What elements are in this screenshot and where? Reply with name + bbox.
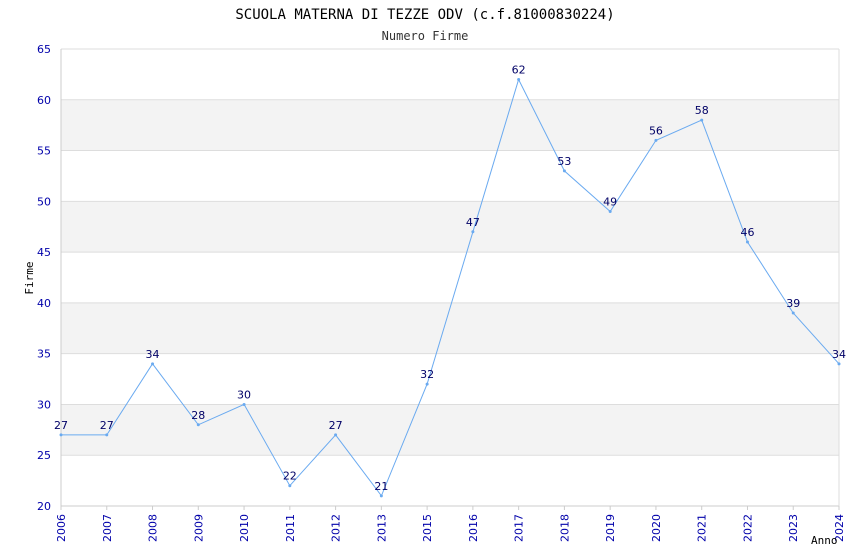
- x-tick-label: 2012: [330, 514, 343, 542]
- background-bands: [61, 99, 839, 456]
- data-point: [700, 118, 704, 122]
- data-label: 58: [695, 104, 709, 117]
- data-label: 30: [237, 388, 251, 401]
- band-45-50: [61, 201, 839, 253]
- data-point: [837, 362, 841, 366]
- y-tick-label: 35: [37, 348, 51, 361]
- data-label: 22: [283, 470, 297, 483]
- data-label: 46: [740, 226, 754, 239]
- data-point: [425, 382, 429, 386]
- band-55-60: [61, 99, 839, 151]
- data-point: [334, 433, 338, 437]
- x-tick-label: 2021: [696, 514, 709, 542]
- data-label: 47: [466, 216, 480, 229]
- y-tick-labels: 20 25 30 35 40 45 50 55 60 65: [37, 43, 51, 513]
- data-label: 27: [100, 419, 114, 432]
- data-labels: 27 27 34 28 30 22 27 21 32 47 62 53 49 56 58 46 39 34: [54, 63, 846, 498]
- x-tick-label: 2017: [513, 514, 526, 542]
- data-label: 32: [420, 368, 434, 381]
- y-tick-label: 25: [37, 449, 51, 462]
- series-line-firme: [61, 78, 840, 497]
- x-tick-label: 2006: [55, 514, 68, 542]
- data-point: [242, 402, 246, 406]
- x-tick-labels: 2006 2007 2008 2009 2010 2011 2012 2013 2015 2016…: [55, 506, 846, 542]
- data-point: [471, 230, 475, 234]
- data-label: 39: [786, 297, 800, 310]
- data-label: 27: [54, 419, 68, 432]
- data-point: [196, 423, 200, 427]
- data-label: 28: [191, 409, 205, 422]
- data-point: [105, 433, 109, 437]
- data-point: [608, 209, 612, 213]
- x-tick-label: 2008: [147, 514, 160, 542]
- gridlines: [61, 48, 839, 507]
- y-tick-label: 30: [37, 398, 51, 411]
- data-label: 56: [649, 124, 663, 137]
- data-label: 62: [512, 63, 526, 76]
- data-point: [517, 77, 521, 81]
- data-point: [59, 433, 63, 437]
- data-point: [562, 169, 566, 173]
- data-point: [288, 484, 292, 488]
- x-tick-label: 2019: [604, 514, 617, 542]
- x-tick-label: 2016: [467, 514, 480, 542]
- data-point: [791, 311, 795, 315]
- data-point: [654, 138, 658, 142]
- chart-title: SCUOLA MATERNA DI TEZZE ODV (c.f.8100083…: [235, 7, 614, 23]
- y-tick-label: 50: [37, 195, 51, 208]
- y-tick-label: 55: [37, 145, 51, 158]
- x-tick-label: 2013: [375, 514, 388, 542]
- x-tick-label: 2011: [284, 514, 297, 542]
- y-tick-label: 40: [37, 297, 51, 310]
- y-tick-label: 20: [37, 500, 51, 513]
- y-tick-label: 45: [37, 246, 51, 259]
- data-point: [745, 240, 749, 244]
- x-tick-label: 2024: [833, 514, 846, 542]
- x-tick-label: 2020: [650, 514, 663, 542]
- x-tick-label: 2015: [421, 514, 434, 542]
- x-tick-label: 2018: [558, 514, 571, 542]
- data-label: 27: [329, 419, 343, 432]
- data-label: 34: [146, 348, 160, 361]
- x-tick-label: 2010: [238, 514, 251, 542]
- data-label: 21: [374, 480, 388, 493]
- x-tick-label: 2007: [101, 514, 114, 542]
- x-axis-title: Anno: [811, 534, 838, 547]
- x-tick-label: 2023: [787, 514, 800, 542]
- band-35-40: [61, 302, 839, 354]
- axes: [60, 49, 840, 507]
- y-axis-title: Firme: [23, 261, 36, 294]
- data-label: 49: [603, 195, 617, 208]
- data-point: [379, 494, 383, 498]
- chart-subtitle: Numero Firme: [382, 29, 469, 43]
- x-tick-label: 2009: [192, 514, 205, 542]
- x-tick-label: 2022: [741, 514, 754, 542]
- series-firme: [61, 78, 840, 497]
- data-point: [151, 362, 155, 366]
- band-25-30: [61, 404, 839, 456]
- data-label: 53: [557, 155, 571, 168]
- data-label: 34: [832, 348, 846, 361]
- y-tick-label: 60: [37, 94, 51, 107]
- y-tick-label: 65: [37, 43, 51, 56]
